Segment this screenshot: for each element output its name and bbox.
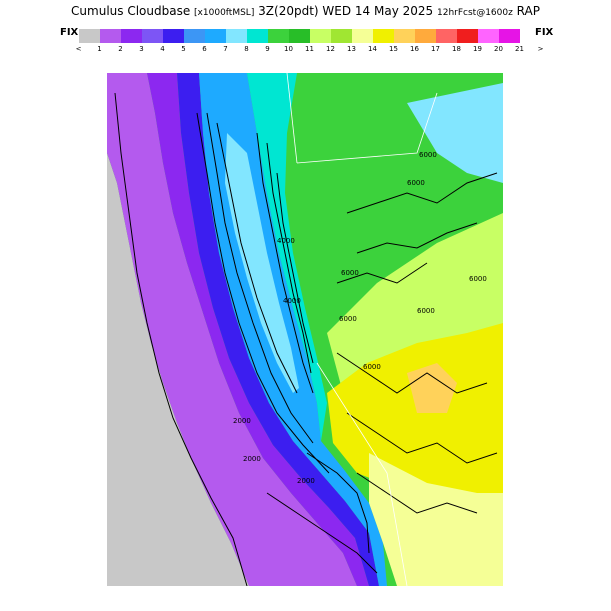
contour-line-4 (216, 122, 298, 394)
contour-label-8: 4000 (277, 237, 295, 245)
legend-swatch (226, 29, 247, 43)
contour-label-3: 6000 (341, 269, 359, 277)
legend-swatch (457, 29, 478, 43)
coast-dark-purple-band (147, 73, 369, 586)
contour-label-6: 6000 (363, 363, 381, 371)
legend-tick: 3 (139, 45, 144, 53)
coast-blue-band (177, 73, 379, 586)
color-legend-ticks: <1 2 3 4 5 6 7 8 9 10 11 12 13 14 15 16 17 18 19 20 21 > (68, 45, 544, 55)
legend-fix-left: FIX (60, 27, 79, 38)
title-forecast: 12hrFcst@1600z (437, 8, 513, 18)
title-units: [x1000ftMSL] (194, 8, 255, 18)
legend-swatch (142, 29, 163, 43)
border-line-2 (296, 92, 438, 164)
contour-label-12: 2000 (297, 477, 315, 485)
legend-tick: 16 (410, 45, 419, 53)
chart-title: Cumulus Cloudbase [x1000ftMSL] 3Z(20pdt)… (0, 4, 611, 18)
legend-swatch (79, 29, 100, 43)
legend-tick: 17 (431, 45, 440, 53)
legend-tick: 18 (452, 45, 461, 53)
legend-swatch (478, 29, 499, 43)
legend-swatch (100, 29, 121, 43)
pale-yellow-area (369, 453, 503, 586)
legend-swatch (310, 29, 331, 43)
legend-tick: > (537, 45, 544, 53)
teal-band (247, 73, 327, 441)
legend-swatch (205, 29, 226, 43)
legend-swatch (373, 29, 394, 43)
ocean-area (107, 153, 249, 586)
legend-tick: 9 (265, 45, 270, 53)
valley-cyan-area (225, 133, 299, 393)
contour-line-11 (336, 352, 488, 394)
contour-label-1: 6000 (419, 151, 437, 159)
legend-swatch (289, 29, 310, 43)
legend-swatch (247, 29, 268, 43)
color-legend-bar (79, 29, 520, 43)
legend-tick: 2 (118, 45, 123, 53)
legend-tick: 1 (97, 45, 102, 53)
legend-fix-right: FIX (535, 27, 554, 38)
state-borders (286, 73, 438, 586)
legend-swatch (163, 29, 184, 43)
border-line-1 (286, 73, 298, 164)
contour-label-10: 2000 (233, 417, 251, 425)
coast-purple-band (107, 73, 357, 586)
contour-line-5 (256, 132, 314, 394)
contour-line-2 (196, 112, 330, 474)
orange-patch (407, 363, 457, 413)
contour-lines (114, 92, 498, 586)
title-run: 3Z(20pdt) WED 14 May 2025 (258, 4, 434, 18)
contour-labels: 6000 6000 6000 6000 6000 6000 6000 4000 … (233, 151, 487, 485)
contour-line-13 (356, 472, 478, 514)
contour-line-6 (266, 142, 312, 374)
contour-label-4: 6000 (339, 315, 357, 323)
title-model: RAP (516, 4, 540, 18)
legend-swatch (394, 29, 415, 43)
contour-label-11: 2000 (243, 455, 261, 463)
contour-label-5: 6000 (417, 307, 435, 315)
legend-swatch (499, 29, 520, 43)
contour-line-9 (356, 222, 478, 254)
contour-line-3 (206, 112, 314, 444)
legend-swatch (268, 29, 289, 43)
contour-line-1 (114, 92, 248, 586)
contour-label-9: 4000 (283, 297, 301, 305)
legend-tick: 21 (515, 45, 524, 53)
legend-tick: 6 (202, 45, 207, 53)
legend-tick: 5 (181, 45, 186, 53)
legend-swatch (352, 29, 373, 43)
contour-line-12 (346, 412, 498, 464)
legend-tick: 20 (494, 45, 503, 53)
map-svg: 6000 6000 6000 6000 6000 6000 6000 4000 … (107, 73, 503, 586)
legend-tick: 4 (160, 45, 165, 53)
contour-line-10 (336, 262, 428, 284)
light-green-area (327, 213, 503, 393)
legend-tick: 19 (473, 45, 482, 53)
contour-label-2: 6000 (407, 179, 425, 187)
legend-swatch (436, 29, 457, 43)
legend-tick: 13 (347, 45, 356, 53)
border-line-3 (316, 362, 408, 586)
legend-tick: 11 (305, 45, 314, 53)
title-main: Cumulus Cloudbase (71, 4, 191, 18)
legend-tick: < (75, 45, 82, 53)
cloudbase-map: 6000 6000 6000 6000 6000 6000 6000 4000 … (107, 73, 503, 586)
contour-line-8 (346, 172, 498, 214)
legend-swatch (331, 29, 352, 43)
northeast-cyan-area (407, 83, 503, 183)
legend-tick: 7 (223, 45, 228, 53)
legend-tick: 8 (244, 45, 249, 53)
legend-swatch (415, 29, 436, 43)
legend-swatch (121, 29, 142, 43)
contour-label-7: 6000 (469, 275, 487, 283)
legend-tick: 14 (368, 45, 377, 53)
contour-line-14 (266, 492, 378, 574)
legend-swatch (184, 29, 205, 43)
legend-tick: 12 (326, 45, 335, 53)
legend-tick: 15 (389, 45, 398, 53)
legend-tick: 10 (284, 45, 293, 53)
contour-line-7 (276, 172, 314, 364)
contour-line-15 (306, 452, 370, 554)
